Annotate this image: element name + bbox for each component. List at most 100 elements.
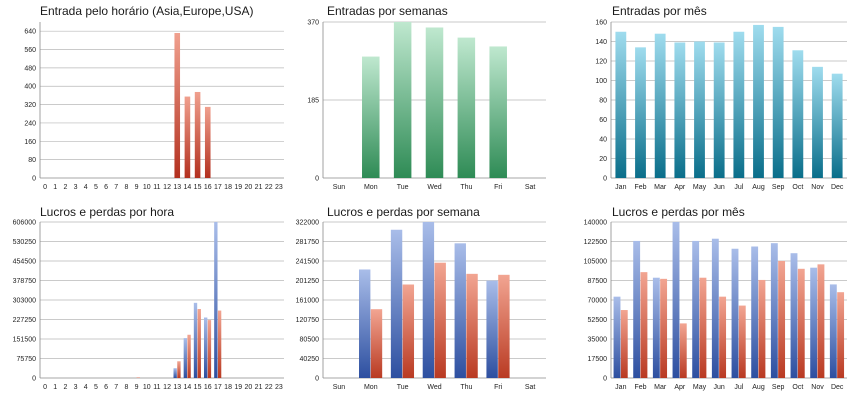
x-tick-label: Sun	[333, 184, 346, 191]
x-tick-label: 3	[74, 384, 78, 391]
y-tick-label: 240	[24, 120, 36, 127]
x-tick-label: 14	[184, 184, 192, 191]
bar	[674, 42, 686, 178]
x-tick-label: 19	[234, 184, 242, 191]
x-tick-label: 17	[214, 384, 222, 391]
bar	[187, 334, 191, 378]
y-tick-label: 60	[599, 117, 607, 124]
x-tick-label: Jun	[714, 384, 725, 391]
bar	[184, 96, 191, 178]
bar	[672, 222, 680, 378]
y-tick-label: 80500	[300, 337, 320, 344]
bar	[466, 273, 478, 378]
x-tick-label: Dec	[831, 384, 844, 391]
bar	[393, 22, 412, 178]
y-tick-label: 0	[315, 176, 319, 183]
x-tick-label: 8	[124, 384, 128, 391]
x-tick-label: 3	[74, 184, 78, 191]
x-tick-label: 18	[224, 384, 232, 391]
bar	[817, 264, 825, 378]
bar	[613, 296, 621, 378]
x-tick-label: 23	[275, 384, 283, 391]
x-tick-label: Aug	[752, 384, 765, 391]
bar	[711, 238, 719, 378]
bar	[660, 278, 668, 378]
x-tick-label: 18	[224, 184, 232, 191]
y-tick-label: 80	[599, 98, 607, 105]
bar	[753, 24, 764, 179]
y-tick-label: 227250	[13, 317, 36, 324]
bar	[797, 268, 805, 378]
x-tick-label: 12	[163, 184, 171, 191]
bar	[173, 368, 177, 378]
bar	[207, 320, 212, 378]
chart-panel-4: Lucros e perdas por hora0757501515002272…	[13, 205, 284, 391]
x-tick-label: 4	[84, 184, 88, 191]
y-tick-label: 185	[307, 98, 319, 105]
bar	[359, 269, 371, 378]
bar	[362, 56, 380, 178]
bar	[498, 274, 510, 378]
y-tick-label: 122500	[584, 239, 607, 246]
y-tick-label: 40	[599, 137, 607, 144]
x-tick-label: 0	[43, 184, 47, 191]
y-tick-label: 480	[24, 65, 36, 72]
bar	[454, 243, 466, 378]
y-tick-label: 201250	[296, 278, 319, 285]
bar	[837, 292, 845, 378]
bar	[829, 284, 837, 378]
bar	[193, 302, 198, 378]
x-tick-label: 15	[194, 384, 202, 391]
bar	[136, 377, 140, 378]
x-tick-label: 5	[94, 184, 98, 191]
bar	[652, 277, 660, 378]
bar	[214, 222, 218, 378]
bar	[402, 284, 415, 378]
x-tick-label: 10	[143, 184, 151, 191]
x-tick-label: Thu	[460, 184, 472, 191]
x-tick-label: 20	[245, 384, 253, 391]
x-tick-label: 6	[104, 384, 108, 391]
x-tick-label: Jul	[734, 184, 743, 191]
y-tick-label: 560	[24, 47, 36, 54]
y-tick-label: 17500	[588, 356, 608, 363]
chart-panel-2: Entradas por semanas 0 185 370 Sun Mon Tue Wed T…	[307, 4, 546, 191]
bar	[434, 262, 446, 378]
x-tick-label: Wed	[427, 384, 441, 391]
x-tick-label: 19	[234, 384, 242, 391]
y-tick-label: 0	[315, 376, 319, 383]
bar	[217, 310, 222, 378]
x-tick-label: Sep	[772, 384, 785, 391]
x-tick-label: 1	[53, 184, 57, 191]
y-tick-label: 303000	[13, 298, 36, 305]
bar	[422, 222, 435, 378]
x-tick-label: Tue	[397, 384, 409, 391]
bar	[778, 261, 786, 378]
x-tick-label: May	[693, 384, 707, 391]
y-tick-label: 140000	[584, 220, 607, 227]
bar	[790, 253, 798, 378]
x-tick-label: Sep	[772, 184, 785, 191]
x-tick-label: Feb	[634, 184, 646, 191]
x-tick-label: Oct	[792, 184, 803, 191]
y-tick-label: 151500	[13, 337, 36, 344]
bar	[620, 310, 628, 378]
x-tick-label: 11	[153, 184, 160, 191]
x-tick-label: Oct	[792, 384, 803, 391]
x-tick-label: Fri	[494, 184, 503, 191]
chart-title: Entrada pelo horário (Asia,Europe,USA)	[40, 4, 253, 18]
x-tick-label: 2	[63, 384, 67, 391]
chart-title: Entradas por semanas	[327, 4, 448, 18]
chart-title: Lucros e perdas por hora	[40, 205, 174, 219]
y-tick-label: 0	[32, 376, 36, 383]
x-tick-label: 1	[53, 384, 57, 391]
x-tick-label: 14	[184, 384, 192, 391]
y-tick-label: 52500	[588, 317, 608, 324]
bar	[633, 240, 641, 378]
y-tick-label: 160	[24, 139, 36, 146]
x-tick-label: Tue	[397, 184, 409, 191]
x-tick-label: Jan	[615, 184, 626, 191]
bar	[699, 277, 707, 378]
x-tick-label: 21	[255, 184, 263, 191]
